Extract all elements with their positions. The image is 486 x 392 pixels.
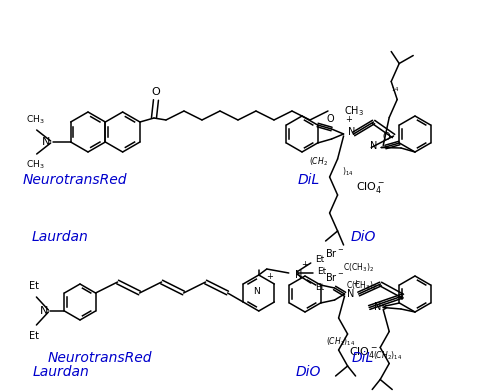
Text: N: N: [40, 306, 49, 316]
Text: C(CH$_3$)$_2$: C(CH$_3$)$_2$: [347, 279, 378, 292]
Text: O: O: [327, 114, 334, 124]
Text: $_{14}$: $_{14}$: [391, 85, 400, 94]
Text: +: +: [352, 279, 360, 288]
Text: O: O: [152, 87, 160, 97]
Text: N: N: [347, 289, 354, 299]
Text: O: O: [382, 132, 390, 142]
Text: ClO$_4^-$: ClO$_4^-$: [349, 345, 378, 359]
Text: Br$^-$: Br$^-$: [325, 271, 344, 283]
Text: Laurdan: Laurdan: [33, 365, 89, 379]
Text: +: +: [266, 272, 273, 281]
Text: +: +: [301, 260, 308, 269]
Text: DiO: DiO: [350, 230, 376, 244]
Text: Et: Et: [30, 281, 39, 291]
Text: $)_{14}$: $)_{14}$: [342, 166, 353, 178]
Text: N: N: [295, 270, 302, 280]
Text: $(CH_2$: $(CH_2$: [309, 156, 328, 168]
Text: N: N: [253, 287, 260, 296]
Text: CH$_3$: CH$_3$: [26, 158, 45, 171]
Text: C(CH$_3$)$_2$: C(CH$_3$)$_2$: [343, 261, 374, 274]
Text: N: N: [347, 127, 355, 137]
Text: N: N: [374, 303, 381, 312]
Text: CH$_3$: CH$_3$: [26, 114, 45, 126]
Text: Et: Et: [315, 254, 324, 263]
Text: Et: Et: [317, 267, 326, 276]
Text: N: N: [42, 137, 51, 147]
Text: NeurotransRed: NeurotransRed: [48, 351, 152, 365]
Text: Et: Et: [315, 283, 324, 292]
Text: NeurotransRed: NeurotransRed: [23, 173, 128, 187]
Text: DiO: DiO: [296, 365, 321, 379]
Text: DiL: DiL: [352, 351, 374, 365]
Text: CH$_3$: CH$_3$: [344, 104, 364, 118]
Text: DiL: DiL: [297, 173, 320, 187]
Text: Br$^-$: Br$^-$: [325, 247, 344, 259]
Text: N: N: [370, 140, 377, 151]
Text: $(CH_2)_{14}$: $(CH_2)_{14}$: [326, 336, 355, 348]
Text: $(CH_2)_{14}$: $(CH_2)_{14}$: [373, 350, 402, 362]
Text: Et: Et: [30, 331, 39, 341]
Text: Laurdan: Laurdan: [32, 230, 88, 244]
Text: +: +: [346, 115, 352, 124]
Text: ClO$_4^-$: ClO$_4^-$: [356, 180, 384, 194]
